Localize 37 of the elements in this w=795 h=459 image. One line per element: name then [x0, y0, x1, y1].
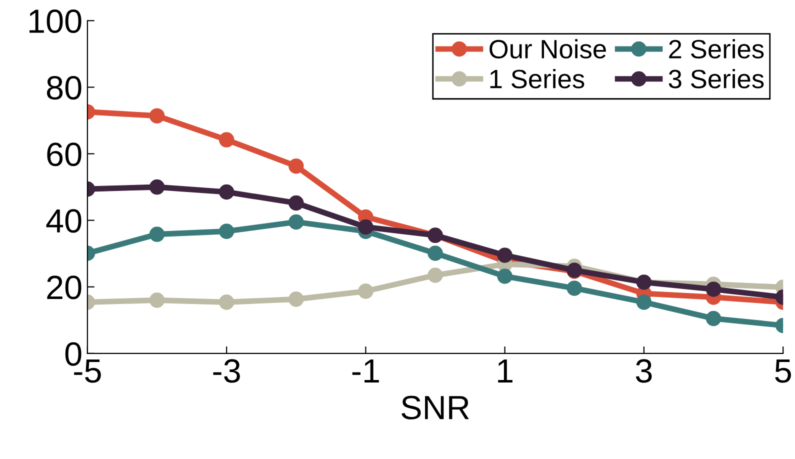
point [149, 179, 165, 195]
legend-label: 1 Series [490, 69, 584, 88]
point [149, 226, 165, 242]
point [428, 246, 443, 261]
point [218, 184, 234, 200]
point [636, 294, 652, 310]
point [358, 284, 374, 299]
x-tick-label: -1 [352, 360, 379, 382]
point [497, 268, 512, 284]
point [428, 268, 443, 283]
point [288, 292, 304, 307]
legend-label: Our Noise [490, 39, 606, 59]
point [288, 195, 304, 211]
point [149, 292, 165, 308]
y-tick-label: 60 [47, 142, 82, 166]
legend-label: 2 Series [669, 39, 764, 59]
point [149, 108, 165, 124]
point [218, 132, 234, 148]
y-tick-label: 40 [46, 209, 82, 233]
x-axis-title: SNR [402, 396, 469, 420]
point [706, 310, 722, 326]
point [288, 214, 304, 230]
x-tick-label: 1 [498, 360, 512, 382]
legend-label: 3 Series [668, 69, 764, 88]
point [706, 282, 722, 297]
y-tick-label: 80 [46, 76, 82, 100]
y-tick-label: 20 [47, 276, 82, 300]
x-tick-label: 3 [636, 359, 652, 383]
point [218, 224, 234, 239]
x-tick-label: 5 [775, 360, 791, 383]
point [218, 294, 234, 310]
point [358, 219, 374, 235]
x-tick-label: -3 [213, 359, 240, 383]
y-tick-label: 100 [30, 9, 82, 34]
point [497, 248, 512, 263]
point [288, 158, 304, 174]
point [566, 280, 582, 296]
